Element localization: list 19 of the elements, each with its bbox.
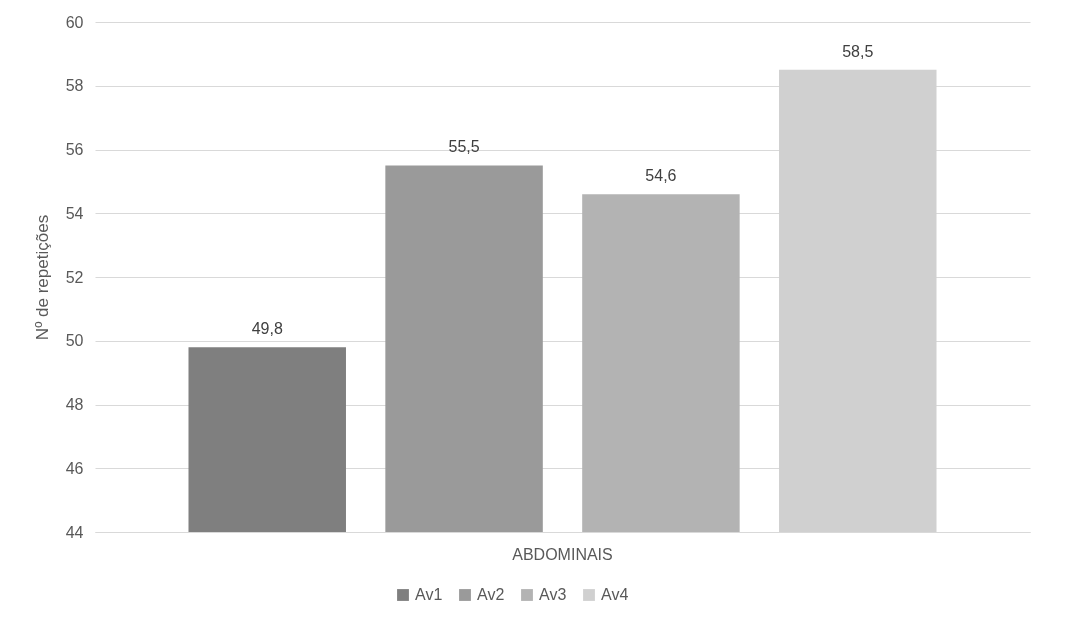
data-label: 55,5: [448, 138, 480, 156]
data-label: 58,5: [842, 42, 874, 60]
legend-label: Av3: [539, 586, 567, 603]
y-tick-label: 54: [65, 204, 84, 222]
legend-label: Av2: [477, 586, 505, 603]
y-tick-label: 48: [65, 396, 84, 413]
data-label: 49,8: [251, 320, 283, 338]
y-tick-label: 44: [65, 523, 84, 541]
data-label: 54,6: [645, 167, 677, 185]
y-tick-label: 46: [65, 459, 84, 477]
y-tick-label: 50: [65, 332, 84, 350]
legend-label: Av1: [415, 586, 443, 603]
y-tick-label: 56: [65, 141, 84, 158]
y-tick-label: 58: [65, 77, 84, 95]
x-tick-label: ABDOMINAIS: [512, 545, 613, 563]
y-tick-label: 52: [65, 268, 84, 286]
y-axis-title: Nº de repetições: [32, 214, 52, 341]
legend-label: Av4: [601, 586, 629, 603]
y-tick-label: 60: [65, 13, 84, 31]
